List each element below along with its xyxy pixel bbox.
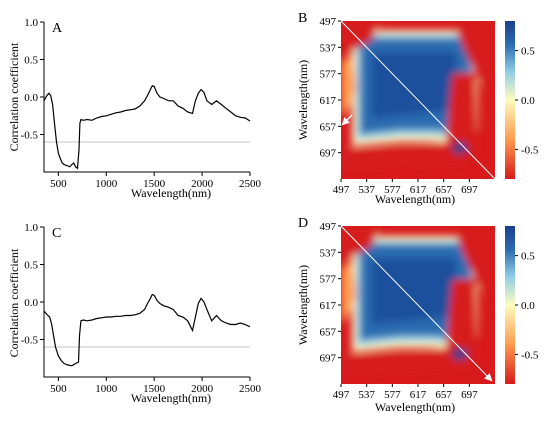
panel-b-label: B [298, 11, 307, 26]
panel-b-colorbar [505, 21, 515, 179]
panel-a-line-chart: A Correlation coefficient Wavelength(nm)… [7, 17, 262, 200]
y-tick-label: 537 [320, 247, 337, 259]
x-tick-label: 577 [384, 184, 401, 196]
y-tick-label: 577 [320, 274, 337, 286]
x-tick-label: 537 [358, 184, 375, 196]
panel-b-xlabel: Wavelength(nm) [375, 192, 455, 206]
panel-d-label: D [298, 216, 308, 231]
x-tick-label: 500 [50, 178, 67, 190]
panel-a-label: A [52, 21, 63, 36]
y-tick-label: 497 [320, 16, 337, 28]
panel-d-heatmap: D Wavelength(nm) Wavelength(nm) 497 537 57… [296, 216, 539, 414]
x-tick-label: 1500 [143, 178, 166, 190]
y-tick-label: 1.0 [24, 17, 38, 29]
x-tick-label: 1500 [143, 383, 166, 395]
panel-c-line-chart: C Correlation coefficient Wavelength(nm)… [7, 222, 262, 405]
panel-b-diagonal-line [340, 20, 496, 180]
y-tick-label: 577 [320, 69, 337, 81]
colorbar-tick-label: 0.0 [521, 300, 535, 312]
panel-c-xlabel: Wavelength(nm) [131, 391, 211, 405]
y-tick-label: 0.5 [24, 260, 38, 272]
colorbar-tick-label: 0.0 [521, 95, 535, 107]
colorbar-tick-label: 0.5 [521, 46, 535, 58]
y-tick-label: 0.5 [24, 55, 38, 67]
y-tick-label: -0.5 [21, 335, 39, 347]
y-tick-label: 657 [320, 326, 337, 338]
x-tick-label: 577 [384, 389, 401, 401]
panel-c-ticks: 500 1000 1500 2000 2500 1.0 0.5 0.0 -0.5 [21, 222, 262, 395]
y-tick-label: 617 [320, 95, 337, 107]
panel-a-ylabel: Correlation coefficient [7, 42, 21, 151]
panel-d-xlabel: Wavelength(nm) [375, 400, 455, 414]
colorbar-tick-label: -0.5 [521, 144, 539, 156]
colorbar-tick-label: 0.5 [521, 251, 535, 263]
x-tick-label: 1000 [95, 383, 118, 395]
x-tick-label: 2000 [191, 178, 214, 190]
panel-b-ticks: 497 537 577 617 657 697 497 537 577 617 657 697 0.5 0… [320, 16, 539, 196]
x-tick-label: 497 [333, 184, 350, 196]
y-tick-label: 697 [320, 353, 337, 365]
y-tick-label: 617 [320, 300, 337, 312]
panel-b-arrow-icon [341, 114, 353, 126]
x-tick-label: 500 [50, 383, 67, 395]
y-tick-label: 1.0 [24, 222, 38, 234]
panel-d-ticks: 497 537 577 617 657 697 497 537 577 617 657 697 0.5 0… [320, 221, 539, 401]
x-tick-label: 2500 [239, 383, 262, 395]
panel-a-ticks: 500 1000 1500 2000 2500 1.0 0.5 0.0 -0.5 [21, 17, 262, 190]
y-tick-label: 0.0 [24, 297, 38, 309]
y-tick-label: 497 [320, 221, 337, 233]
y-tick-label: -0.5 [21, 130, 39, 142]
x-tick-label: 497 [333, 389, 350, 401]
y-tick-label: 0.0 [24, 92, 38, 104]
panel-a-series-line [43, 85, 251, 170]
panel-d-ylabel: Wavelength(nm) [296, 265, 310, 345]
x-tick-label: 2000 [191, 383, 214, 395]
panel-c-label: C [52, 226, 61, 241]
y-tick-label: 537 [320, 42, 337, 54]
x-tick-label: 2500 [239, 178, 262, 190]
x-tick-label: 657 [435, 389, 452, 401]
panel-c-series-line [43, 293, 251, 367]
x-tick-label: 1000 [95, 178, 118, 190]
panel-c-axes [43, 227, 250, 378]
colorbar-tick-label: -0.5 [521, 349, 539, 361]
x-tick-label: 617 [410, 184, 427, 196]
x-tick-label: 697 [461, 184, 478, 196]
x-tick-label: 657 [435, 184, 452, 196]
panel-b-ylabel: Wavelength(nm) [296, 60, 310, 140]
x-tick-label: 697 [461, 389, 478, 401]
panel-c-ylabel: Correlation coefficient [7, 248, 21, 357]
panel-a-axes [43, 22, 250, 173]
panel-a-xlabel: Wavelength(nm) [131, 186, 211, 200]
panel-d-colorbar [505, 226, 515, 384]
panel-b-heatmap: B Wavelength(nm) Wavelength(nm) 497 537 57… [296, 11, 539, 206]
y-tick-label: 697 [320, 148, 337, 160]
panel-d-diagonal-arrow-icon [340, 225, 493, 382]
y-tick-label: 657 [320, 121, 337, 133]
x-tick-label: 537 [358, 389, 375, 401]
x-tick-label: 617 [410, 389, 427, 401]
panel-d-heatmap-image [341, 226, 495, 384]
